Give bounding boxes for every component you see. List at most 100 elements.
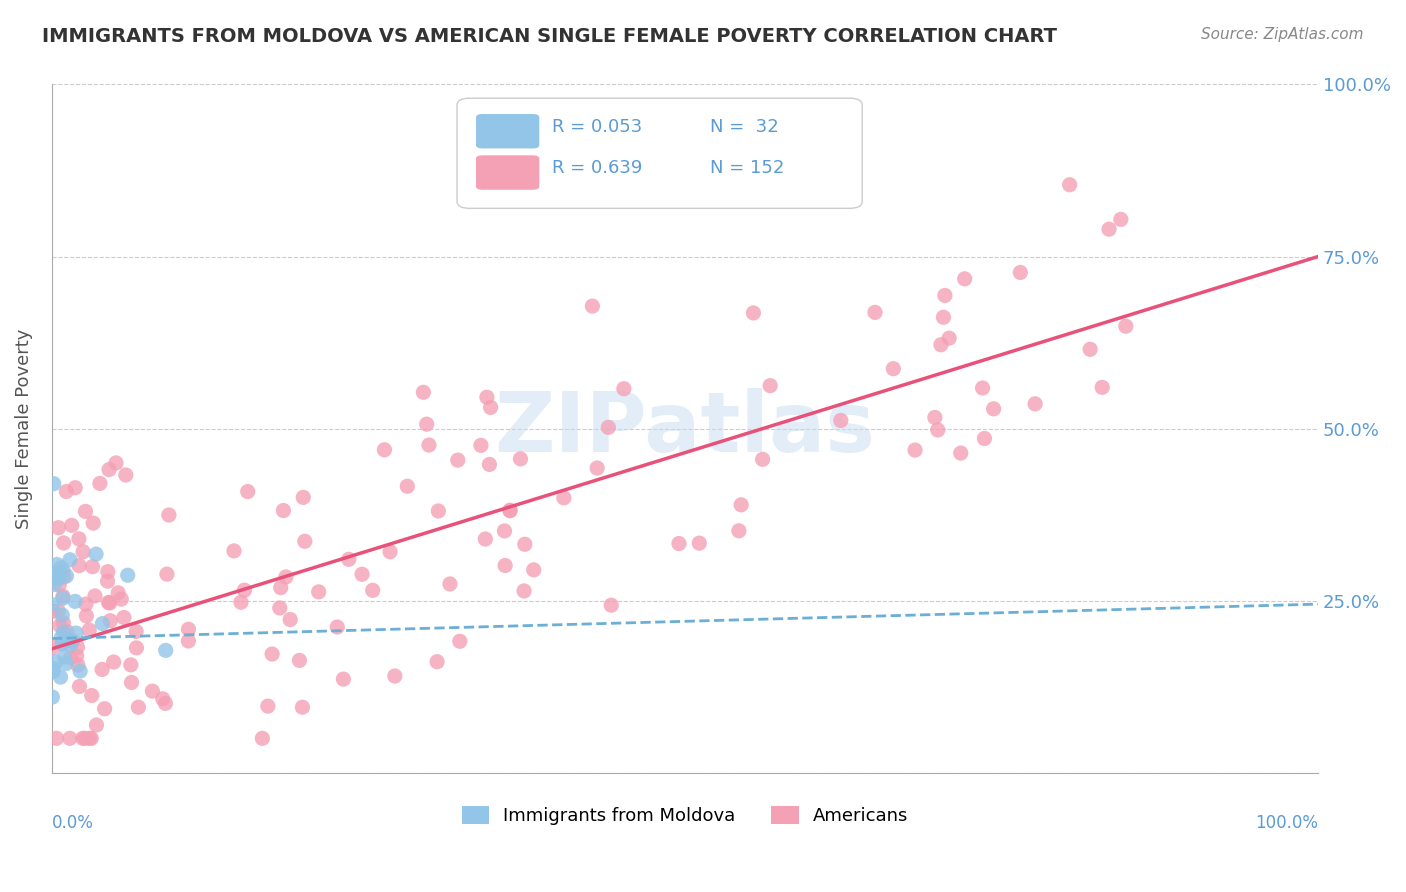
- Americans: [475, 390, 498, 404]
- Americans: [52, 536, 75, 550]
- Americans: [44, 572, 66, 586]
- Immigrants from Moldova: [53, 650, 76, 665]
- Americans: [257, 699, 280, 714]
- Americans: [177, 634, 200, 648]
- Americans: [949, 446, 972, 460]
- Americans: [49, 618, 72, 632]
- Americans: [114, 468, 136, 483]
- Americans: [67, 558, 90, 573]
- Americans: [927, 423, 949, 437]
- Americans: [233, 583, 256, 598]
- Americans: [384, 669, 406, 683]
- Americans: [274, 570, 297, 584]
- Americans: [107, 586, 129, 600]
- Americans: [953, 272, 976, 286]
- Immigrants from Moldova: [45, 655, 67, 669]
- Immigrants from Moldova: [48, 564, 70, 578]
- Immigrants from Moldova: [46, 558, 69, 572]
- Americans: [46, 604, 69, 618]
- Americans: [86, 718, 108, 732]
- Americans: [73, 731, 96, 746]
- Americans: [75, 597, 97, 611]
- Americans: [352, 567, 374, 582]
- Americans: [66, 658, 89, 673]
- Americans: [48, 521, 70, 535]
- Americans: [75, 504, 97, 518]
- Text: IMMIGRANTS FROM MOLDOVA VS AMERICAN SINGLE FEMALE POVERTY CORRELATION CHART: IMMIGRANTS FROM MOLDOVA VS AMERICAN SING…: [42, 27, 1057, 45]
- Immigrants from Moldova: [49, 670, 72, 684]
- Americans: [152, 691, 174, 706]
- Americans: [121, 675, 143, 690]
- Immigrants from Moldova: [55, 657, 77, 671]
- Americans: [125, 624, 148, 639]
- Americans: [60, 518, 83, 533]
- Americans: [499, 503, 522, 517]
- Americans: [751, 452, 773, 467]
- Americans: [1098, 222, 1121, 236]
- Americans: [470, 438, 492, 452]
- Americans: [141, 684, 163, 698]
- Americans: [427, 504, 450, 518]
- Americans: [932, 310, 955, 325]
- Americans: [52, 589, 75, 603]
- Americans: [688, 536, 710, 550]
- Americans: [759, 378, 782, 392]
- Immigrants from Moldova: [44, 577, 66, 591]
- Immigrants from Moldova: [46, 569, 69, 583]
- Americans: [924, 410, 946, 425]
- FancyBboxPatch shape: [477, 155, 540, 190]
- Americans: [938, 331, 960, 345]
- Americans: [742, 306, 765, 320]
- Americans: [308, 585, 330, 599]
- Americans: [59, 731, 82, 746]
- Americans: [72, 731, 94, 746]
- Americans: [449, 634, 471, 648]
- Americans: [229, 595, 252, 609]
- Americans: [278, 613, 301, 627]
- Americans: [51, 637, 73, 651]
- Americans: [447, 453, 470, 467]
- Americans: [252, 731, 274, 746]
- Americans: [291, 700, 314, 714]
- Americans: [882, 361, 904, 376]
- Americans: [156, 567, 179, 582]
- Americans: [513, 537, 536, 551]
- Americans: [52, 615, 75, 630]
- Americans: [426, 655, 449, 669]
- Text: R = 0.053: R = 0.053: [553, 118, 643, 136]
- Americans: [553, 491, 575, 505]
- Y-axis label: Single Female Poverty: Single Female Poverty: [15, 328, 32, 529]
- Americans: [65, 481, 87, 495]
- Americans: [598, 420, 620, 434]
- Americans: [55, 484, 77, 499]
- Text: 0.0%: 0.0%: [52, 814, 94, 832]
- Immigrants from Moldova: [63, 594, 86, 608]
- Text: 100.0%: 100.0%: [1256, 814, 1319, 832]
- Americans: [863, 305, 886, 319]
- Americans: [157, 508, 180, 522]
- Americans: [494, 558, 516, 573]
- Immigrants from Moldova: [41, 567, 63, 582]
- Immigrants from Moldova: [65, 626, 87, 640]
- Americans: [273, 503, 295, 517]
- Americans: [904, 443, 927, 458]
- Immigrants from Moldova: [41, 598, 63, 612]
- Americans: [1059, 178, 1081, 192]
- Immigrants from Moldova: [55, 569, 77, 583]
- Americans: [59, 650, 82, 665]
- Americans: [412, 385, 434, 400]
- Americans: [52, 564, 75, 578]
- Americans: [98, 462, 121, 476]
- Americans: [728, 524, 751, 538]
- Americans: [82, 516, 104, 530]
- Americans: [332, 672, 354, 686]
- Americans: [1078, 343, 1101, 357]
- Americans: [934, 288, 956, 302]
- Americans: [396, 479, 419, 493]
- Americans: [155, 697, 177, 711]
- Americans: [69, 680, 91, 694]
- Americans: [613, 382, 636, 396]
- Americans: [499, 504, 522, 518]
- Americans: [105, 456, 128, 470]
- Text: N =  32: N = 32: [710, 118, 779, 136]
